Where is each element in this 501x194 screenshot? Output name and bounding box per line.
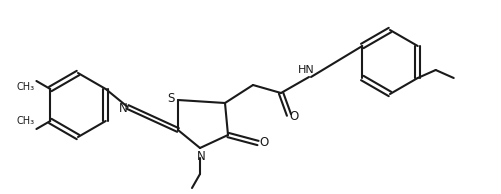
Text: S: S bbox=[167, 92, 175, 105]
Text: O: O bbox=[260, 137, 269, 150]
Text: O: O bbox=[290, 111, 299, 124]
Text: N: N bbox=[196, 150, 205, 163]
Text: CH₃: CH₃ bbox=[17, 116, 35, 126]
Text: CH₃: CH₃ bbox=[17, 82, 35, 92]
Text: HN: HN bbox=[298, 65, 314, 75]
Text: N: N bbox=[119, 102, 128, 115]
